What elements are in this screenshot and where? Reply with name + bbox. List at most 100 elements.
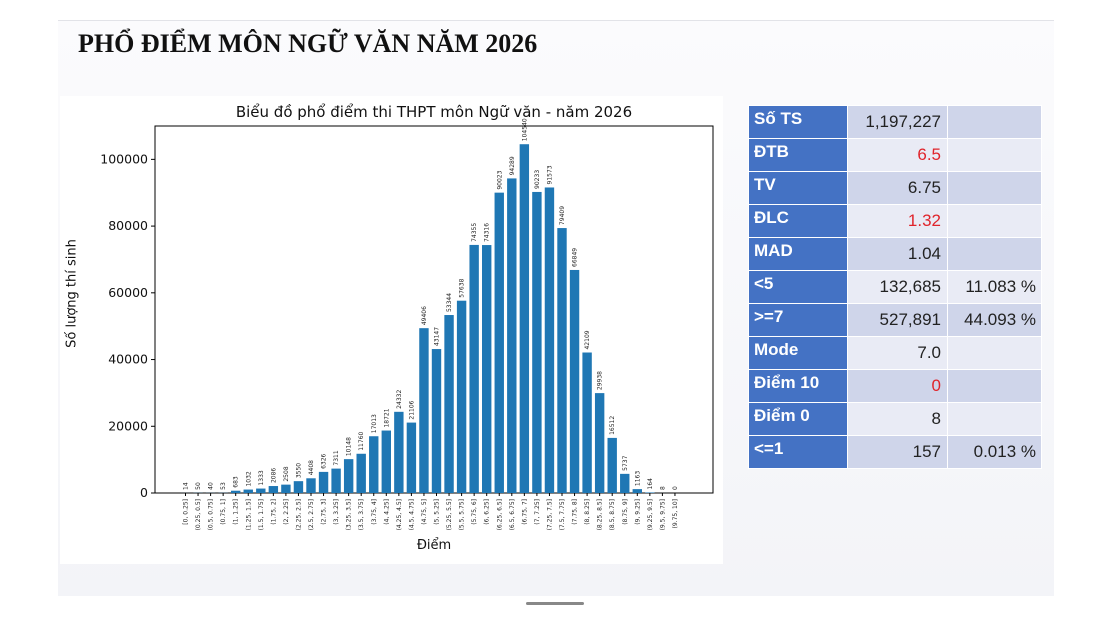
stats-table: Số TS 1,197,227 ĐTB 6.5 TV 6.75 ĐLC 1.32 MAD 1.04… <box>748 105 1042 469</box>
stats-label: MAD <box>748 237 848 271</box>
stats-percent <box>947 204 1042 238</box>
bar <box>544 187 555 493</box>
stats-row: <5 132,685 11.083 % <box>748 270 1042 304</box>
bar <box>318 471 329 493</box>
stats-label: ĐTB <box>748 138 848 172</box>
x-tick-label: (4, 4.25] <box>383 499 390 525</box>
bar-value-label: 90233 <box>534 170 541 189</box>
x-tick-label: (5.5, 5.75] <box>459 499 466 530</box>
y-tick-label: 60000 <box>108 285 148 300</box>
x-tick-label: (5, 5.25] <box>434 499 441 525</box>
x-axis-label: Điểm <box>416 538 452 553</box>
bar-value-label: 90023 <box>496 170 503 189</box>
stats-row: ĐTB 6.5 <box>748 138 1042 172</box>
bar-value-label: 5737 <box>622 455 629 470</box>
x-tick-label: (6.5, 6.75] <box>509 499 516 530</box>
bar <box>231 490 241 493</box>
bar <box>394 411 404 493</box>
bar-value-label: 40 <box>208 482 215 490</box>
stats-row: MAD 1.04 <box>748 237 1042 271</box>
bar-value-label: 104540 <box>521 118 528 141</box>
x-tick-label: (5.25, 5.5] <box>446 499 453 530</box>
bar-value-label: 164 <box>647 478 654 490</box>
x-tick-label: (5.75, 6] <box>471 499 478 525</box>
bar-value-label: 1333 <box>258 470 265 485</box>
x-tick-label: (0.25, 0.5] <box>195 499 202 530</box>
scrollbar[interactable] <box>526 602 584 605</box>
bar <box>343 459 354 493</box>
x-tick-label: (0.75, 1] <box>220 499 227 525</box>
stats-percent: 44.093 % <box>947 303 1042 337</box>
bar-value-label: 94289 <box>509 156 516 175</box>
bar <box>381 430 391 493</box>
bar-value-label: 0 <box>672 486 679 490</box>
bar-value-label: 17013 <box>371 414 378 433</box>
stats-value: 1,197,227 <box>847 105 948 139</box>
x-tick-label: (0.5, 0.75] <box>208 499 215 530</box>
bar-value-label: 24332 <box>396 390 403 409</box>
stats-row: ĐLC 1.32 <box>748 204 1042 238</box>
stats-row: Mode 7.0 <box>748 336 1042 370</box>
x-tick-label: (4.5, 4.75] <box>408 499 415 530</box>
bar <box>331 468 341 493</box>
bar <box>431 349 442 493</box>
x-tick-label: (4.75, 5] <box>421 499 428 525</box>
y-tick-label: 40000 <box>108 352 148 367</box>
bar <box>281 484 291 493</box>
stats-label: <5 <box>748 270 848 304</box>
x-tick-label: (9, 9.25] <box>634 499 641 525</box>
bar-value-label: 14 <box>183 482 190 490</box>
x-tick-label: (3.25, 3.5] <box>346 499 353 530</box>
x-tick-label: (4.25, 4.5] <box>396 499 403 530</box>
x-tick-label: (6.25, 6.5] <box>496 499 503 530</box>
bar-value-label: 6326 <box>321 453 328 468</box>
bar <box>645 492 655 493</box>
bar <box>557 228 567 494</box>
x-tick-label: (1.25, 1.5] <box>245 499 252 530</box>
y-tick-label: 20000 <box>108 418 148 433</box>
bar <box>243 489 253 493</box>
bar-value-label: 43147 <box>434 327 441 346</box>
bar <box>519 144 530 493</box>
stats-row: >=7 527,891 44.093 % <box>748 303 1042 337</box>
bar-value-label: 42109 <box>584 330 591 349</box>
bar <box>494 192 504 493</box>
stats-value: 0 <box>847 369 948 403</box>
y-axis-label: Số lượng thí sinh <box>64 239 80 348</box>
stats-percent <box>947 336 1042 370</box>
stats-label: Số TS <box>748 105 848 139</box>
bar-value-label: 4408 <box>308 460 315 475</box>
bar-value-label: 1163 <box>634 471 641 486</box>
x-tick-label: (9.25, 9.5] <box>647 499 654 530</box>
stats-row: Điểm 10 0 <box>748 369 1042 403</box>
bar <box>444 315 454 493</box>
stats-value: 1.04 <box>847 237 948 271</box>
x-tick-label: (3.5, 3.75] <box>358 499 365 530</box>
bar-value-label: 74355 <box>471 223 478 242</box>
bar-value-label: 2508 <box>283 466 290 481</box>
stats-label: Điểm 10 <box>748 369 848 403</box>
bar <box>406 422 417 493</box>
slide-title: PHỔ ĐIỂM MÔN NGỮ VĂN NĂM 2026 <box>78 29 538 58</box>
stats-row: Số TS 1,197,227 <box>748 105 1042 139</box>
x-tick-label: (7, 7.25] <box>534 499 541 525</box>
bar <box>569 269 580 493</box>
x-tick-label: (9.5, 9.75] <box>659 499 666 530</box>
y-tick-label: 0 <box>140 485 148 500</box>
stats-value: 7.0 <box>847 336 948 370</box>
y-tick-label: 100000 <box>100 151 148 166</box>
stats-value: 1.32 <box>847 204 948 238</box>
x-tick-label: (2.5, 2.75] <box>308 499 315 530</box>
stats-value: 157 <box>847 435 948 469</box>
stats-percent <box>947 369 1042 403</box>
bar-value-label: 66849 <box>572 248 579 267</box>
stats-value: 8 <box>847 402 948 436</box>
x-tick-label: (1, 1.25] <box>233 499 240 525</box>
x-tick-label: (8.5, 8.75] <box>609 499 616 530</box>
stats-label: ĐLC <box>748 204 848 238</box>
stats-percent: 0.013 % <box>947 435 1042 469</box>
bar-value-label: 53 <box>220 482 227 490</box>
bar <box>456 300 467 493</box>
x-tick-label: (9.75, 10] <box>672 499 679 529</box>
stats-row: TV 6.75 <box>748 171 1042 205</box>
